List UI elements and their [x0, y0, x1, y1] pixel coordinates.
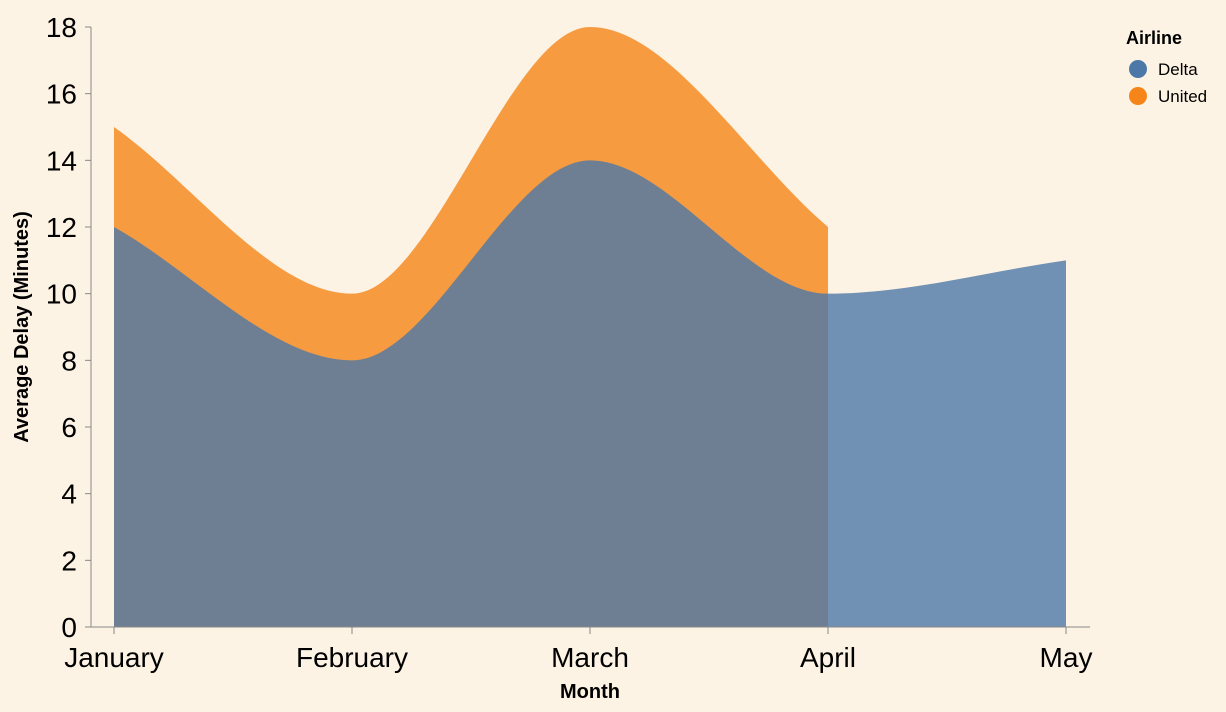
legend-label-united: United — [1158, 87, 1207, 106]
area-delta — [114, 160, 1066, 627]
legend-swatch-united — [1129, 87, 1147, 105]
legend-swatch-delta — [1129, 60, 1147, 78]
y-tick-label: 16 — [46, 79, 77, 110]
plot-area — [114, 27, 1066, 627]
x-tick-label: March — [551, 642, 629, 673]
y-tick-label: 0 — [61, 612, 77, 643]
legend-title: Airline — [1126, 28, 1182, 48]
x-axis: January February March April May — [64, 626, 1093, 673]
legend-label-delta: Delta — [1158, 60, 1198, 79]
x-tick-label: April — [800, 642, 856, 673]
x-axis-title: Month — [560, 681, 620, 703]
y-tick-label: 8 — [61, 345, 77, 376]
x-tick-label: February — [296, 642, 408, 673]
x-tick-label: January — [64, 642, 164, 673]
y-tick-label: 12 — [46, 212, 77, 243]
legend: Airline Delta United — [1126, 28, 1207, 106]
y-tick-label: 18 — [46, 12, 77, 43]
y-tick-label: 6 — [61, 412, 77, 443]
y-axis: 0 2 4 6 8 10 12 14 16 18 — [46, 12, 92, 643]
y-tick-label: 10 — [46, 279, 77, 310]
y-tick-label: 14 — [46, 145, 77, 176]
x-tick-label: May — [1040, 642, 1093, 673]
y-axis-title: Average Delay (Minutes) — [11, 211, 33, 443]
y-tick-label: 4 — [61, 479, 77, 510]
y-tick-label: 2 — [61, 545, 77, 576]
